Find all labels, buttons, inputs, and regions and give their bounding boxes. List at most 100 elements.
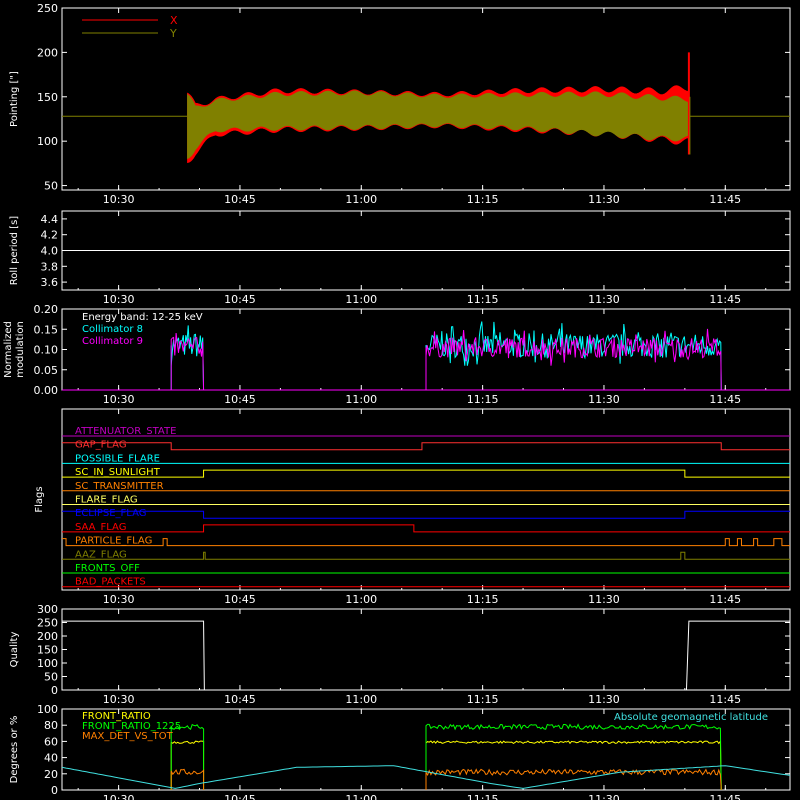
y-tick-label: 200 [37, 630, 58, 643]
x-tick-label: 10:30 [103, 693, 135, 706]
x-tick-label: 11:30 [588, 293, 620, 306]
x-tick-label: 11:45 [709, 193, 741, 206]
x-tick-label: 11:00 [345, 693, 377, 706]
y-axis-label: modulation [15, 321, 26, 378]
flag-label: GAP_FLAG [75, 440, 127, 451]
x-tick-label: 11:15 [467, 393, 499, 406]
y-axis-label: Pointing ["] [9, 71, 20, 127]
ratio-series-2 [170, 723, 722, 791]
ratio-series-3 [170, 768, 722, 791]
legend-label: MAX_DET_VS_TOT [82, 731, 174, 742]
flag-label: SC_TRANSMITTER [75, 481, 164, 492]
panel-5: 10:3010:4511:0011:1511:3011:4512:0005010… [9, 603, 791, 706]
y-tick-label: 0.05 [34, 364, 59, 377]
x-tick-label: 11:00 [345, 793, 377, 800]
y-tick-label: 250 [37, 617, 58, 630]
y-tick-label: 3.6 [41, 276, 59, 289]
x-tick-label: 11:30 [588, 193, 620, 206]
legend-label: FRONT_RATIO [82, 711, 151, 722]
geomagnetic-latitude-label: Absolute geomagnetic latitude [614, 712, 768, 723]
modulation-series-2 [170, 328, 722, 391]
x-tick-label: 11:00 [345, 393, 377, 406]
x-tick-label: 10:30 [103, 293, 135, 306]
y-tick-label: 0.10 [34, 344, 59, 357]
y-tick-label: 0 [51, 784, 58, 797]
energy-band-annotation: Energy band: 12-25 keV [82, 312, 203, 323]
flag-label: ECLIPSE_FLAG [75, 508, 146, 519]
y-axis-label: Flags [34, 486, 45, 512]
x-tick-label: 11:45 [709, 293, 741, 306]
panel-2: 10:3010:4511:0011:1511:3011:4512:003.63.… [9, 210, 791, 306]
x-tick-label: 11:45 [709, 793, 741, 800]
y-tick-label: 60 [44, 735, 58, 748]
y-tick-label: 0 [51, 684, 58, 697]
flag-label: AAZ_FLAG [75, 549, 127, 560]
flag-label: BAD_PACKETS [75, 577, 146, 588]
x-tick-label: 11:15 [467, 693, 499, 706]
flag-line-saa-flag-gap [62, 442, 790, 451]
legend-label-collimator-9: Collimator 9 [82, 336, 143, 347]
x-tick-label: 10:45 [224, 793, 256, 800]
y-tick-label: 0.20 [34, 303, 59, 316]
x-tick-label: 11:00 [345, 293, 377, 306]
y-tick-label: 100 [37, 135, 58, 148]
panel-frame [61, 7, 791, 191]
flag-line-eclipse-flag [62, 510, 790, 519]
flag-line-saa-flag [62, 524, 790, 533]
y-tick-label: 50 [44, 671, 58, 684]
x-tick-label: 11:15 [467, 793, 499, 800]
y-axis-label: Quality [9, 632, 20, 668]
plot-layer: 10:3010:4511:0011:1511:3011:4512:0050100… [3, 2, 791, 800]
y-tick-label: 0.00 [34, 384, 59, 397]
y-axis-label: Degrees or % [9, 716, 20, 784]
x-tick-label: 11:45 [709, 393, 741, 406]
x-tick-label: 11:30 [588, 793, 620, 800]
legend-label-y: Y [169, 27, 177, 40]
panel-3: 10:3010:4511:0011:1511:3011:4512:000.000… [3, 303, 791, 406]
y-axis-label: Normalized [3, 321, 14, 378]
flag-label: PARTICLE_FLAG [75, 536, 152, 547]
y-tick-label: 200 [37, 46, 58, 59]
x-tick-label: 11:45 [709, 593, 741, 606]
y-tick-label: 250 [37, 2, 58, 15]
ratio-series-1 [170, 739, 722, 791]
flag-line-sc-in-sunlight [62, 469, 790, 478]
quality-line [62, 620, 790, 691]
x-tick-label: 10:45 [224, 193, 256, 206]
x-tick-label: 10:30 [103, 193, 135, 206]
panel-6: 10:3010:4511:0011:1511:3011:4512:0002040… [9, 703, 791, 800]
flag-line-aaz-flag [62, 551, 790, 560]
x-tick-label: 10:30 [103, 593, 135, 606]
geomagnetic-latitude-line [61, 765, 791, 789]
x-tick-label: 11:15 [467, 593, 499, 606]
y-tick-label: 300 [37, 603, 58, 616]
x-tick-label: 10:30 [103, 393, 135, 406]
y-tick-label: 150 [37, 91, 58, 104]
flag-label: ATTENUATOR_STATE [75, 426, 176, 437]
flag-label: FRONTS_OFF [75, 563, 140, 574]
legend-label-x: X [170, 14, 178, 27]
panel-4: 10:3010:4511:0011:1511:3011:4512:00Flags… [34, 408, 791, 606]
y-tick-label: 3.8 [41, 260, 59, 273]
legend-label: FRONT_RATIO_1225 [82, 721, 181, 732]
panel-1: 10:3010:4511:0011:1511:3011:4512:0050100… [9, 2, 791, 206]
y-tick-label: 150 [37, 644, 58, 657]
x-tick-label: 11:15 [467, 293, 499, 306]
x-tick-label: 10:30 [103, 793, 135, 800]
panel-frame [61, 408, 791, 591]
x-tick-label: 10:45 [224, 393, 256, 406]
y-axis-label: Roll period [s] [9, 216, 20, 285]
x-tick-label: 11:15 [467, 193, 499, 206]
flag-label: SC_IN_SUNLIGHT [75, 467, 161, 478]
y-tick-label: 20 [44, 768, 58, 781]
x-tick-label: 10:45 [224, 693, 256, 706]
y-tick-label: 4.0 [41, 245, 59, 258]
x-tick-label: 11:45 [709, 693, 741, 706]
legend-label-collimator-8: Collimator 8 [82, 324, 143, 335]
x-tick-label: 11:00 [345, 193, 377, 206]
y-tick-label: 0.15 [34, 323, 59, 336]
flag-label: SAA_FLAG [75, 522, 126, 533]
x-tick-label: 11:00 [345, 593, 377, 606]
x-tick-label: 11:30 [588, 593, 620, 606]
